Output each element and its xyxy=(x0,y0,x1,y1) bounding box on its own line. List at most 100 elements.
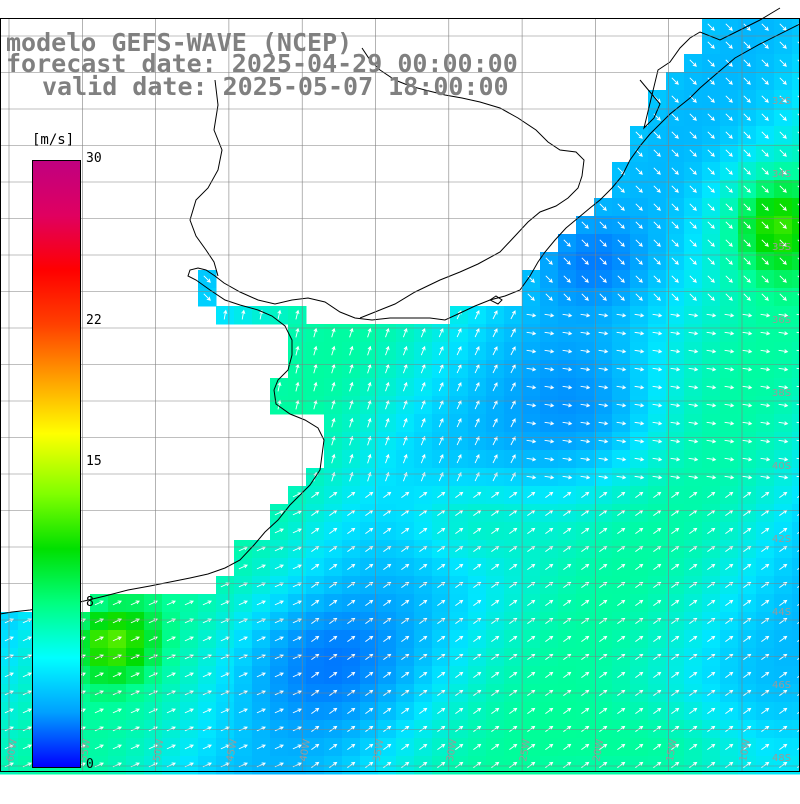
wind-arrow xyxy=(779,203,787,211)
wind-arrow xyxy=(329,635,338,642)
wind-arrow xyxy=(292,672,302,678)
wind-arrow xyxy=(635,131,643,139)
wind-arrow xyxy=(671,131,679,139)
wind-arrow xyxy=(599,293,607,301)
wind-arrow xyxy=(526,385,537,390)
wind-arrow xyxy=(256,654,266,660)
wind-arrow xyxy=(761,671,770,678)
wind-arrow xyxy=(725,527,734,534)
wind-arrow xyxy=(311,725,320,732)
wind-arrow xyxy=(491,743,500,750)
wind-arrow xyxy=(473,761,482,768)
wind-arrow xyxy=(688,313,699,318)
wind-arrow xyxy=(456,364,462,374)
wind-arrow xyxy=(202,600,212,606)
wind-arrow xyxy=(509,599,518,606)
wind-arrow xyxy=(509,761,518,768)
wind-arrow xyxy=(652,403,663,408)
wind-arrow xyxy=(347,617,356,624)
wind-arrow xyxy=(779,707,788,714)
wind-arrow xyxy=(419,743,428,750)
wind-arrow xyxy=(743,167,751,175)
latitude-label: 40S xyxy=(772,461,791,472)
wind-arrow xyxy=(545,635,554,642)
wind-arrow xyxy=(545,527,554,534)
wind-arrow xyxy=(707,491,716,498)
wind-arrow xyxy=(347,743,356,750)
wind-arrow xyxy=(653,635,662,642)
colorbar-strip xyxy=(32,160,81,768)
wind-arrow xyxy=(94,636,104,642)
wind-arrow xyxy=(779,617,788,624)
wind-arrow xyxy=(616,439,627,444)
wind-arrow xyxy=(743,203,751,211)
wind-speed-cell xyxy=(792,216,800,235)
wind-arrow xyxy=(689,293,697,301)
wind-arrow xyxy=(509,743,518,750)
wind-arrow xyxy=(617,563,626,570)
wind-arrow xyxy=(634,439,645,444)
wind-arrow xyxy=(256,726,266,732)
wind-arrow xyxy=(671,95,679,103)
wind-arrow xyxy=(347,761,356,768)
wind-arrow xyxy=(581,239,589,247)
wind-arrow xyxy=(580,421,591,426)
wind-arrow xyxy=(420,345,426,356)
wind-arrow xyxy=(761,617,770,624)
wind-arrow xyxy=(527,293,535,301)
wind-arrow xyxy=(634,385,645,390)
wind-arrow xyxy=(292,726,302,732)
wind-arrow xyxy=(706,349,717,354)
wind-arrow xyxy=(491,563,500,570)
wind-arrow xyxy=(474,418,480,428)
wind-arrow xyxy=(743,671,752,678)
wind-arrow xyxy=(706,475,717,480)
wind-arrow xyxy=(544,421,555,426)
wind-arrow xyxy=(779,293,787,301)
wind-arrow xyxy=(545,257,553,265)
wind-arrow xyxy=(474,346,480,356)
wind-arrow xyxy=(563,707,572,714)
border-argentina xyxy=(189,79,223,277)
wind-speed-cell xyxy=(792,468,800,487)
wind-arrow xyxy=(760,403,771,408)
wind-arrow xyxy=(563,671,572,678)
wind-arrow xyxy=(779,635,788,642)
wind-arrow xyxy=(634,475,645,480)
wind-arrow xyxy=(652,313,663,318)
wind-arrow xyxy=(383,563,392,570)
wind-arrow xyxy=(329,671,338,678)
wind-arrow xyxy=(347,563,356,570)
wind-arrow xyxy=(724,349,735,354)
wind-arrow xyxy=(438,382,444,392)
wind-arrow xyxy=(526,403,537,408)
wind-arrow xyxy=(796,385,800,388)
wind-arrow xyxy=(797,59,800,63)
wind-arrow xyxy=(437,671,446,678)
wind-arrow xyxy=(761,725,770,732)
latitude-label: 48S xyxy=(772,753,791,764)
wind-arrow xyxy=(184,672,194,678)
wind-arrow xyxy=(562,349,573,354)
wind-arrow xyxy=(689,239,697,247)
wind-speed-cell xyxy=(792,558,800,577)
wind-arrow xyxy=(670,421,681,426)
wind-arrow xyxy=(689,149,697,157)
wind-arrow xyxy=(742,331,753,336)
wind-arrow xyxy=(311,491,320,498)
wind-arrow xyxy=(510,346,516,356)
wind-arrow xyxy=(509,707,518,714)
wind-arrow xyxy=(274,600,284,606)
wind-arrow xyxy=(616,475,627,480)
wind-arrow xyxy=(778,403,789,408)
wind-arrow xyxy=(419,761,428,768)
wind-arrow xyxy=(383,761,392,768)
wind-speed-cell xyxy=(792,270,800,289)
wind-arrow xyxy=(401,761,410,768)
wind-arrow xyxy=(797,549,800,552)
wind-arrow xyxy=(383,599,392,606)
wind-arrow xyxy=(223,309,228,320)
wind-arrow xyxy=(510,310,516,320)
wind-arrow xyxy=(581,617,590,624)
wind-arrow xyxy=(797,567,800,570)
